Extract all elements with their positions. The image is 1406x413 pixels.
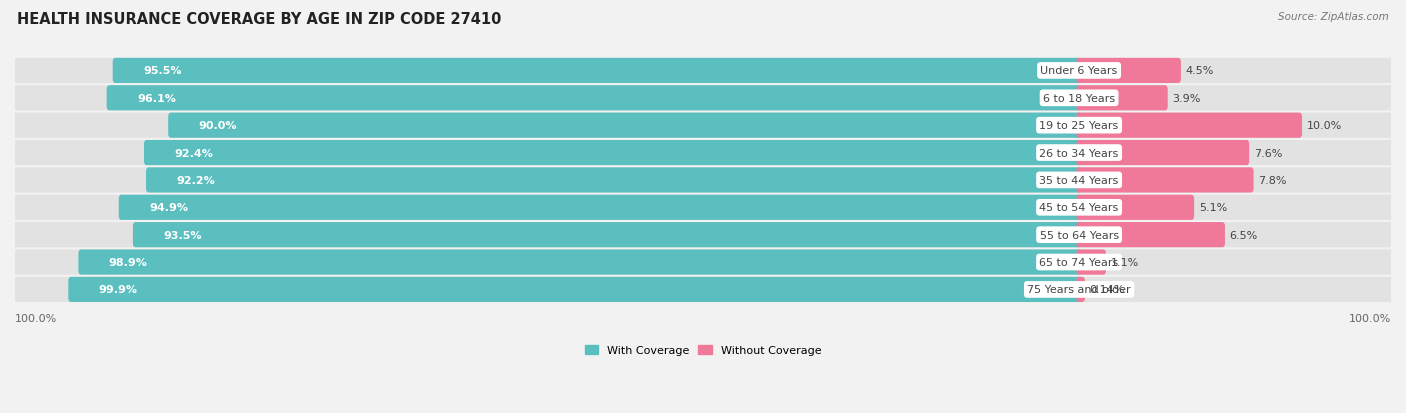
FancyBboxPatch shape: [146, 168, 1081, 193]
FancyBboxPatch shape: [13, 277, 1393, 302]
Text: 10.0%: 10.0%: [1306, 121, 1341, 131]
Text: 45 to 54 Years: 45 to 54 Years: [1039, 203, 1119, 213]
FancyBboxPatch shape: [13, 195, 1393, 221]
FancyBboxPatch shape: [13, 113, 1393, 138]
Text: 92.4%: 92.4%: [174, 148, 214, 158]
Text: 55 to 64 Years: 55 to 64 Years: [1039, 230, 1119, 240]
Text: 6.5%: 6.5%: [1230, 230, 1258, 240]
Text: 26 to 34 Years: 26 to 34 Years: [1039, 148, 1119, 158]
FancyBboxPatch shape: [1077, 250, 1107, 275]
Text: 7.8%: 7.8%: [1258, 176, 1286, 185]
FancyBboxPatch shape: [1077, 223, 1225, 248]
Text: 1.1%: 1.1%: [1111, 257, 1139, 267]
FancyBboxPatch shape: [13, 223, 1393, 248]
Text: HEALTH INSURANCE COVERAGE BY AGE IN ZIP CODE 27410: HEALTH INSURANCE COVERAGE BY AGE IN ZIP …: [17, 12, 502, 27]
Text: 3.9%: 3.9%: [1173, 94, 1201, 104]
FancyBboxPatch shape: [1077, 195, 1194, 221]
FancyBboxPatch shape: [1077, 113, 1302, 138]
FancyBboxPatch shape: [69, 277, 1081, 302]
Text: 7.6%: 7.6%: [1254, 148, 1282, 158]
FancyBboxPatch shape: [13, 168, 1393, 193]
FancyBboxPatch shape: [107, 86, 1081, 111]
FancyBboxPatch shape: [169, 113, 1081, 138]
Text: 96.1%: 96.1%: [136, 94, 176, 104]
Text: 35 to 44 Years: 35 to 44 Years: [1039, 176, 1119, 185]
FancyBboxPatch shape: [1077, 168, 1254, 193]
FancyBboxPatch shape: [112, 59, 1081, 84]
Text: 95.5%: 95.5%: [143, 66, 181, 76]
FancyBboxPatch shape: [13, 86, 1393, 111]
Text: 5.1%: 5.1%: [1199, 203, 1227, 213]
Text: Source: ZipAtlas.com: Source: ZipAtlas.com: [1278, 12, 1389, 22]
Text: 19 to 25 Years: 19 to 25 Years: [1039, 121, 1119, 131]
Text: 92.2%: 92.2%: [176, 176, 215, 185]
Text: 6 to 18 Years: 6 to 18 Years: [1043, 94, 1115, 104]
Legend: With Coverage, Without Coverage: With Coverage, Without Coverage: [581, 340, 825, 360]
FancyBboxPatch shape: [1077, 140, 1249, 166]
Text: Under 6 Years: Under 6 Years: [1040, 66, 1118, 76]
FancyBboxPatch shape: [1077, 86, 1168, 111]
Text: 4.5%: 4.5%: [1185, 66, 1213, 76]
Text: 100.0%: 100.0%: [1348, 313, 1391, 323]
Text: 98.9%: 98.9%: [108, 257, 148, 267]
FancyBboxPatch shape: [13, 250, 1393, 275]
Text: 94.9%: 94.9%: [149, 203, 188, 213]
FancyBboxPatch shape: [13, 140, 1393, 166]
FancyBboxPatch shape: [143, 140, 1081, 166]
FancyBboxPatch shape: [118, 195, 1081, 221]
Text: 65 to 74 Years: 65 to 74 Years: [1039, 257, 1119, 267]
Text: 93.5%: 93.5%: [163, 230, 201, 240]
FancyBboxPatch shape: [13, 59, 1393, 84]
FancyBboxPatch shape: [1077, 277, 1085, 302]
Text: 100.0%: 100.0%: [15, 313, 58, 323]
Text: 0.14%: 0.14%: [1090, 285, 1125, 295]
FancyBboxPatch shape: [79, 250, 1081, 275]
Text: 90.0%: 90.0%: [198, 121, 238, 131]
FancyBboxPatch shape: [1077, 59, 1181, 84]
Text: 75 Years and older: 75 Years and older: [1028, 285, 1130, 295]
Text: 99.9%: 99.9%: [98, 285, 138, 295]
FancyBboxPatch shape: [134, 223, 1081, 248]
